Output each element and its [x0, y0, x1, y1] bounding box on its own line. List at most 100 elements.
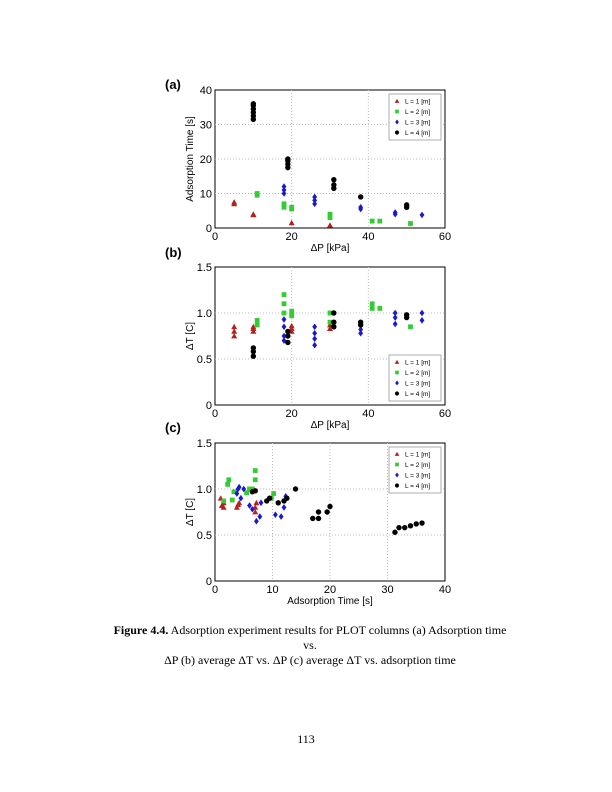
data-point-diamond — [312, 341, 318, 349]
legend-marker — [394, 391, 400, 396]
data-point-square — [408, 324, 413, 330]
data-point-triangle — [231, 328, 238, 334]
data-point-triangle — [250, 328, 257, 334]
y-tick-label: 0 — [206, 576, 212, 588]
legend-label: L = 4 [m] — [405, 483, 430, 490]
data-point-circle — [357, 194, 364, 200]
y-tick-label: 0.5 — [197, 530, 212, 542]
caption-text-2: ΔP (b) average ΔT vs. ΔP (c) average ΔT … — [164, 653, 456, 667]
data-point-circle — [327, 503, 333, 510]
data-point-circle — [331, 319, 337, 325]
data-point-square — [369, 218, 375, 224]
data-point-triangle — [288, 219, 295, 226]
chart-a: 0 20 40 60 0 10 20 30 40 ΔP [kPa] Adsorption Time … — [185, 85, 451, 254]
data-point-circle — [324, 509, 330, 515]
legend-marker — [395, 462, 399, 467]
x-tick-label: 40 — [362, 231, 374, 243]
legend-marker — [394, 98, 400, 103]
data-point-square — [281, 301, 287, 307]
caption-text-1: Adsorption experiment results for PLOT c… — [168, 623, 507, 652]
x-tick-label: 40 — [362, 408, 374, 420]
data-point-circle — [315, 509, 322, 515]
data-point-circle — [250, 101, 257, 107]
legend-label: L = 2 [m] — [405, 370, 430, 377]
data-point-diamond — [358, 329, 364, 337]
data-point-circle — [403, 312, 410, 318]
data-point-square — [252, 468, 258, 473]
data-point-diamond — [254, 517, 259, 525]
data-point-circle — [285, 156, 291, 162]
data-point-circle — [331, 177, 337, 183]
data-point-triangle — [253, 499, 260, 506]
data-point-circle — [315, 515, 322, 522]
y-tick-label: 1.0 — [197, 484, 212, 496]
data-point-diamond — [257, 513, 263, 520]
y-axis-label: ΔT [C] — [185, 322, 196, 350]
legend-label: L = 4 [m] — [405, 391, 430, 398]
x-axis-label: Adsorption Time [s] — [287, 596, 373, 607]
data-point-diamond — [312, 197, 318, 204]
x-tick-label: 20 — [324, 584, 336, 596]
data-point-triangle — [288, 325, 295, 332]
x-tick-label: 20 — [286, 408, 298, 420]
data-point-diamond — [247, 502, 252, 509]
data-point-square — [377, 218, 383, 224]
x-tick-label: 40 — [439, 584, 451, 596]
data-point-diamond — [392, 309, 398, 317]
y-tick-label: 1.5 — [197, 438, 212, 450]
data-point-square — [249, 486, 255, 492]
data-point-square — [369, 301, 375, 307]
data-point-triangle — [327, 222, 333, 228]
data-point-circle — [407, 523, 414, 529]
data-point-square — [244, 490, 250, 496]
legend-marker — [395, 109, 399, 114]
data-point-circle — [413, 521, 419, 527]
data-point-square — [225, 482, 231, 487]
x-axis-label: ΔP [kPa] — [311, 243, 350, 254]
data-point-square — [254, 317, 260, 323]
legend-marker — [394, 483, 400, 488]
data-point-diamond — [312, 193, 318, 201]
y-tick-label: 1.5 — [197, 262, 212, 274]
legend-marker — [395, 119, 399, 125]
y-tick-label: 0.5 — [197, 354, 212, 366]
data-point-diamond — [358, 326, 364, 333]
data-point-triangle — [220, 504, 227, 510]
data-point-square — [252, 477, 258, 483]
data-point-square — [327, 310, 333, 316]
data-point-triangle — [231, 199, 238, 205]
panel-label-a: (a) — [165, 77, 181, 92]
data-point-triangle — [231, 323, 238, 330]
data-point-diamond — [312, 200, 318, 208]
data-point-circle — [250, 353, 257, 359]
data-point-circle — [285, 328, 291, 335]
page-number: 113 — [297, 732, 315, 746]
data-point-circle — [396, 524, 402, 531]
data-point-circle — [285, 339, 291, 346]
data-point-square — [377, 306, 383, 311]
data-point-square — [408, 221, 413, 226]
y-tick-label: 0 — [206, 223, 212, 235]
legend-marker — [394, 451, 400, 456]
data-point-square — [327, 215, 333, 221]
data-point-triangle — [327, 325, 333, 332]
y-tick-label: 20 — [200, 154, 212, 166]
legend-label: L = 3 [m] — [405, 120, 430, 127]
data-point-square — [281, 292, 287, 297]
legend-label: L = 3 [m] — [405, 381, 430, 388]
data-point-square — [229, 497, 235, 503]
data-point-circle — [392, 529, 398, 535]
x-tick-label: 0 — [212, 584, 218, 596]
data-point-square — [247, 486, 252, 492]
data-point-triangle — [233, 504, 240, 510]
data-point-circle — [331, 310, 337, 316]
x-tick-label: 30 — [381, 584, 393, 596]
legend-marker — [395, 380, 399, 386]
data-point-circle — [266, 495, 273, 501]
data-point-triangle — [288, 322, 295, 329]
data-point-square — [281, 204, 287, 210]
figure-caption: Figure 4.4. Adsorption experiment result… — [110, 623, 510, 668]
data-point-circle — [419, 520, 425, 526]
data-point-triangle — [252, 509, 259, 515]
